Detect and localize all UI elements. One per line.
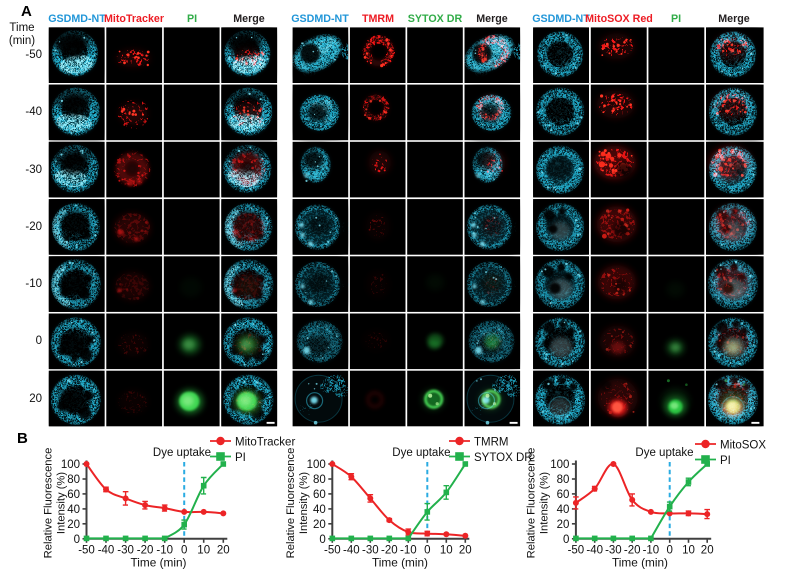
svg-text:-50: -50 (324, 544, 341, 556)
svg-text:Time (min): Time (min) (131, 555, 187, 569)
svg-text:0: 0 (181, 544, 187, 556)
svg-text:-20: -20 (137, 544, 154, 556)
svg-text:40: 40 (313, 504, 326, 516)
svg-text:100: 100 (307, 459, 326, 471)
svg-text:-10: -10 (156, 544, 173, 556)
svg-text:80: 80 (313, 474, 326, 486)
svg-text:Intensity (%): Intensity (%) (539, 472, 551, 534)
svg-text:Time (min): Time (min) (612, 555, 668, 569)
svg-text:60: 60 (557, 489, 570, 501)
svg-text:-50: -50 (78, 544, 95, 556)
svg-text:-30: -30 (117, 544, 134, 556)
svg-text:10: 10 (682, 544, 695, 556)
svg-text:10: 10 (440, 544, 453, 556)
svg-text:-50: -50 (568, 544, 585, 556)
svg-text:-40: -40 (98, 544, 115, 556)
svg-text:Time (min): Time (min) (372, 555, 428, 569)
svg-text:40: 40 (557, 504, 570, 516)
svg-text:100: 100 (61, 459, 80, 471)
svg-text:PI: PI (720, 455, 731, 467)
svg-text:20: 20 (459, 544, 472, 556)
svg-text:TMRM: TMRM (474, 437, 509, 449)
svg-text:MitoTracker: MitoTracker (235, 437, 295, 449)
svg-text:80: 80 (67, 474, 80, 486)
svg-text:0: 0 (666, 544, 672, 556)
svg-text:0: 0 (74, 534, 80, 546)
svg-text:-40: -40 (343, 544, 360, 556)
svg-text:Dye uptake: Dye uptake (153, 447, 211, 459)
svg-text:-30: -30 (362, 544, 379, 556)
svg-text:-20: -20 (381, 544, 398, 556)
svg-text:20: 20 (701, 544, 714, 556)
svg-text:0: 0 (424, 544, 430, 556)
svg-text:20: 20 (67, 519, 80, 531)
svg-text:Relative Fluorescence: Relative Fluorescence (285, 448, 297, 559)
svg-text:100: 100 (550, 459, 569, 471)
svg-text:10: 10 (197, 544, 210, 556)
svg-text:0: 0 (563, 534, 569, 546)
svg-text:-20: -20 (624, 544, 641, 556)
svg-text:80: 80 (557, 474, 570, 486)
svg-text:-10: -10 (643, 544, 660, 556)
svg-text:PI: PI (235, 452, 246, 464)
svg-text:0: 0 (319, 534, 325, 546)
svg-text:20: 20 (217, 544, 230, 556)
svg-text:SYTOX DR: SYTOX DR (474, 452, 533, 464)
svg-text:-10: -10 (400, 544, 417, 556)
svg-text:40: 40 (67, 504, 80, 516)
svg-text:60: 60 (67, 489, 80, 501)
svg-text:MitoSOX: MitoSOX (720, 440, 766, 452)
svg-text:Dye uptake: Dye uptake (635, 447, 693, 459)
svg-text:Intensity (%): Intensity (%) (298, 472, 310, 534)
svg-text:Relative Fluorescence: Relative Fluorescence (526, 448, 538, 559)
svg-text:Dye uptake: Dye uptake (392, 447, 450, 459)
svg-text:20: 20 (313, 519, 326, 531)
svg-text:20: 20 (557, 519, 570, 531)
svg-text:60: 60 (313, 489, 326, 501)
svg-text:Relative Fluorescence: Relative Fluorescence (43, 448, 55, 559)
svg-text:-40: -40 (586, 544, 603, 556)
svg-text:-30: -30 (605, 544, 622, 556)
svg-text:Intensity (%): Intensity (%) (56, 472, 68, 534)
